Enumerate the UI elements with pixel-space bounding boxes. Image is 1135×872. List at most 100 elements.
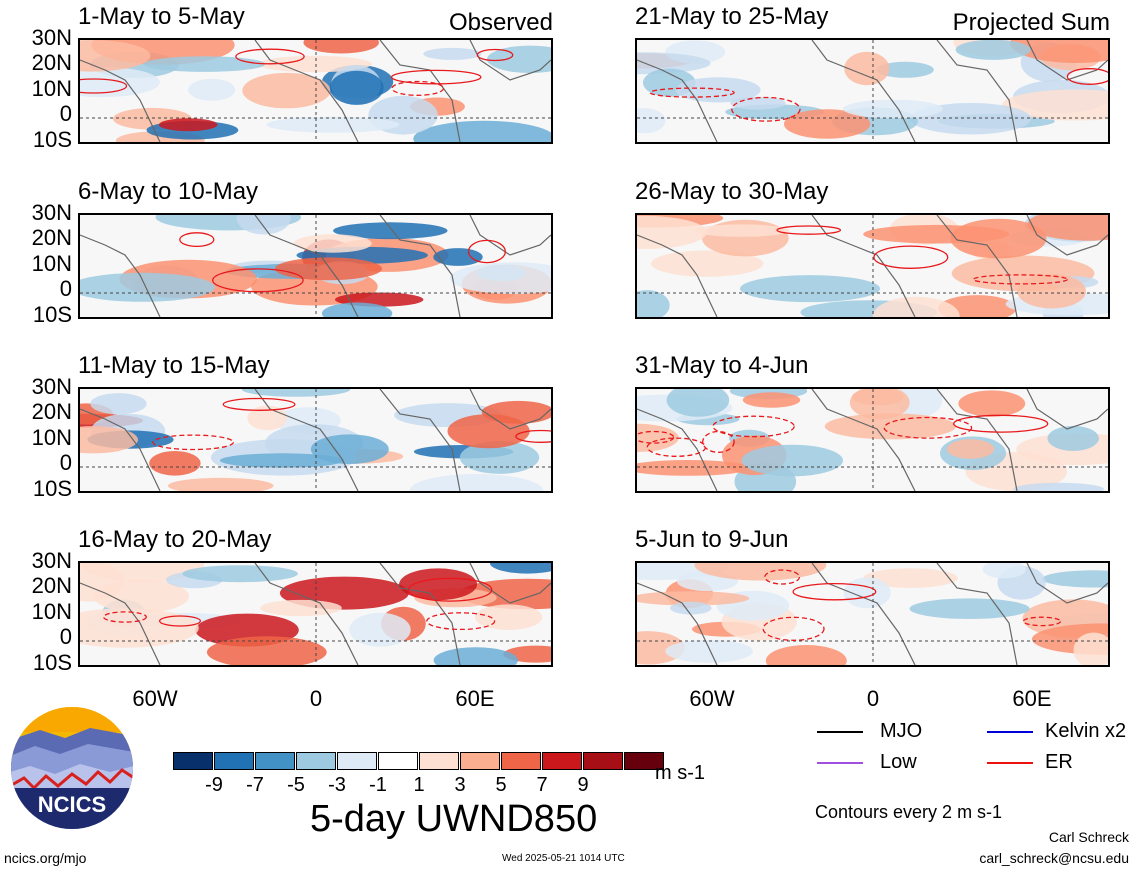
easterly-anomaly — [637, 290, 670, 317]
panel-title: 26-May to 30-May — [635, 178, 829, 205]
panel-0: 1-May to 5-May Observed — [78, 4, 553, 144]
colorbar-swatch — [501, 752, 541, 770]
colorbar-label: 7 — [536, 774, 548, 796]
er-contour — [179, 232, 215, 248]
panel-title: 11-May to 15-May — [78, 352, 270, 379]
panel-title: 16-May to 20-May — [78, 526, 272, 553]
er-contour — [764, 569, 801, 585]
lat-label: 30N — [31, 548, 72, 573]
er-contour — [212, 268, 304, 293]
lat-label: 10N — [31, 599, 72, 624]
legend-label-kelvin: Kelvin x2 — [1045, 720, 1127, 742]
lon-label: 60W — [689, 686, 735, 711]
easterly-anomaly — [982, 563, 1026, 579]
footer-author: Carl Schreck — [1048, 829, 1129, 845]
lat-label: 30N — [31, 25, 72, 50]
westerly-anomaly — [824, 413, 957, 440]
westerly-anomaly — [1017, 273, 1086, 309]
westerly-anomaly — [872, 296, 960, 317]
westerly-anomaly — [946, 439, 995, 459]
easterly-anomaly — [1042, 570, 1108, 588]
coastline — [637, 40, 1108, 142]
er-contour — [390, 69, 482, 85]
panel-title: 1-May to 5-May — [78, 3, 245, 30]
colorbar-swatch — [378, 752, 418, 770]
er-contour — [235, 48, 305, 65]
easterly-anomaly — [321, 302, 393, 317]
lat-label: 10S — [32, 476, 72, 501]
easterly-anomaly — [90, 393, 147, 415]
westerly-anomaly — [399, 568, 478, 601]
easterly-anomaly — [333, 222, 448, 240]
colorbar-swatch — [214, 752, 254, 770]
er-contour — [222, 397, 296, 411]
lat-label: 20N — [31, 225, 72, 250]
er-contour — [158, 615, 202, 627]
er-contour — [476, 48, 514, 62]
map-plot — [635, 38, 1110, 144]
legend-line-mjo — [817, 731, 863, 733]
lon-label: 60W — [132, 686, 178, 711]
easterly-anomaly — [449, 262, 551, 295]
panel-title: 21-May to 25-May — [635, 3, 829, 30]
er-contour — [953, 414, 1049, 433]
lat-label: 30N — [31, 200, 72, 225]
westerly-anomaly — [863, 224, 1010, 244]
westerly-anomaly — [863, 568, 958, 588]
panel-title: 6-May to 10-May — [78, 178, 259, 205]
legend-line-er — [987, 762, 1033, 764]
easterly-anomaly — [1047, 425, 1099, 451]
easterly-anomaly — [730, 96, 786, 110]
colorbar-label: 3 — [454, 774, 466, 796]
westerly-anomaly — [844, 51, 890, 86]
panel-title: 31-May to 4-Jun — [635, 352, 809, 379]
westerly-anomaly — [694, 563, 827, 581]
colorbar-swatch — [460, 752, 500, 770]
easterly-anomaly — [666, 389, 730, 417]
coastline — [637, 215, 1108, 317]
westerly-anomaly — [958, 390, 1026, 417]
panel-4: 21-May to 25-May Projected Sum — [635, 4, 1110, 144]
easterly-anomaly — [266, 116, 400, 133]
easterly-anomaly — [675, 77, 761, 103]
westerly-anomaly — [1010, 40, 1108, 63]
easterly-anomaly — [490, 563, 551, 574]
panel-2: 11-May to 15-May — [78, 353, 553, 493]
lon-label: 0 — [309, 686, 323, 711]
westerly-anomaly — [637, 215, 707, 249]
er-contour — [649, 87, 735, 98]
footer-timestamp: Wed 2025-05-21 1014 UTC — [502, 853, 625, 864]
lat-label: 0 — [59, 276, 72, 301]
colorbar-swatch — [296, 752, 336, 770]
er-contour — [883, 416, 973, 439]
colorbar-label: -1 — [369, 774, 387, 796]
lat-label: 10S — [32, 127, 72, 152]
er-contour — [1066, 68, 1108, 85]
lat-label: 10N — [31, 425, 72, 450]
map-plot — [635, 387, 1110, 493]
panel-3: 16-May to 20-May — [78, 527, 553, 667]
coastline — [80, 563, 551, 665]
lon-label: 60E — [1012, 686, 1052, 711]
er-contour — [80, 78, 128, 94]
lat-label: 0 — [59, 101, 72, 126]
easterly-anomaly — [665, 639, 753, 663]
easterly-anomaly — [188, 78, 236, 101]
westerly-anomaly — [651, 250, 764, 277]
colorbar-swatch — [624, 752, 664, 770]
westerly-anomaly — [149, 451, 201, 476]
er-contour — [731, 96, 801, 122]
coastline — [80, 215, 551, 317]
westerly-anomaly — [765, 645, 847, 665]
westerly-anomaly — [447, 414, 530, 449]
lat-label: 10N — [31, 76, 72, 101]
westerly-anomaly — [849, 389, 910, 420]
lat-label: 0 — [59, 450, 72, 475]
er-contour — [426, 612, 496, 631]
westerly-anomaly — [80, 608, 199, 648]
easterly-anomaly — [741, 444, 843, 477]
westerly-anomaly — [93, 579, 189, 613]
easterly-anomaly — [423, 47, 482, 60]
colorbar-swatch — [419, 752, 459, 770]
easterly-anomaly — [843, 99, 943, 119]
